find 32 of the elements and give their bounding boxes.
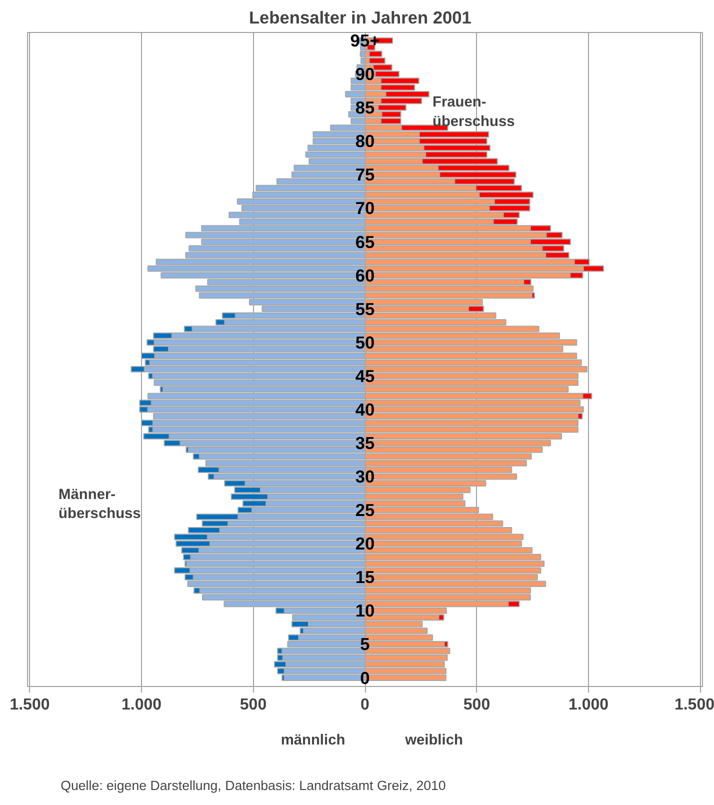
y-tick-label: 25 [355, 500, 375, 520]
text: weiblich [404, 732, 463, 748]
y-tick-label: 10 [355, 600, 375, 621]
annotation: Männer- überschuss [58, 487, 141, 522]
annotation: Frauen- überschuss [432, 94, 515, 130]
y-tick-label: 90 [355, 64, 375, 84]
y-tick-label: 15 [355, 567, 375, 588]
x-tick-label: 1.500 [10, 696, 50, 714]
x-tick-label: 1.000 [121, 696, 162, 714]
x-tick-label: 1.000 [568, 696, 609, 714]
y-tick-label: 40 [355, 399, 375, 420]
x-tick-label: 500 [240, 696, 267, 714]
y-tick-label: 60 [355, 265, 375, 286]
y-tick-label: 20 [355, 534, 375, 554]
chart-title: Lebensalter in Jahren 2001 [248, 8, 472, 28]
y-tick-label: 65 [355, 232, 375, 252]
y-tick-label: 55 [355, 298, 375, 319]
y-tick-label: 50 [355, 332, 375, 352]
y-tick-label: 5 [360, 634, 370, 654]
y-tick-label: 35 [355, 433, 375, 454]
x-tick-label: 1.500 [674, 696, 714, 714]
text: männlich [280, 732, 346, 748]
y-tick-label: 45 [355, 366, 375, 386]
y-tick-label: 80 [355, 131, 375, 152]
source-note: Quelle: eigene Darstellung, Datenbasis: Landratsamt Greiz, 2010 [60, 778, 446, 793]
y-tick-label: 0 [360, 668, 370, 688]
y-tick-label: 70 [355, 198, 375, 218]
y-tick-label: 75 [355, 164, 375, 185]
x-tick-label: 500 [463, 696, 490, 714]
y-tick-label: 30 [355, 466, 375, 487]
y-tick-label: 85 [355, 98, 375, 118]
y-tick-label: 95+ [350, 30, 380, 51]
